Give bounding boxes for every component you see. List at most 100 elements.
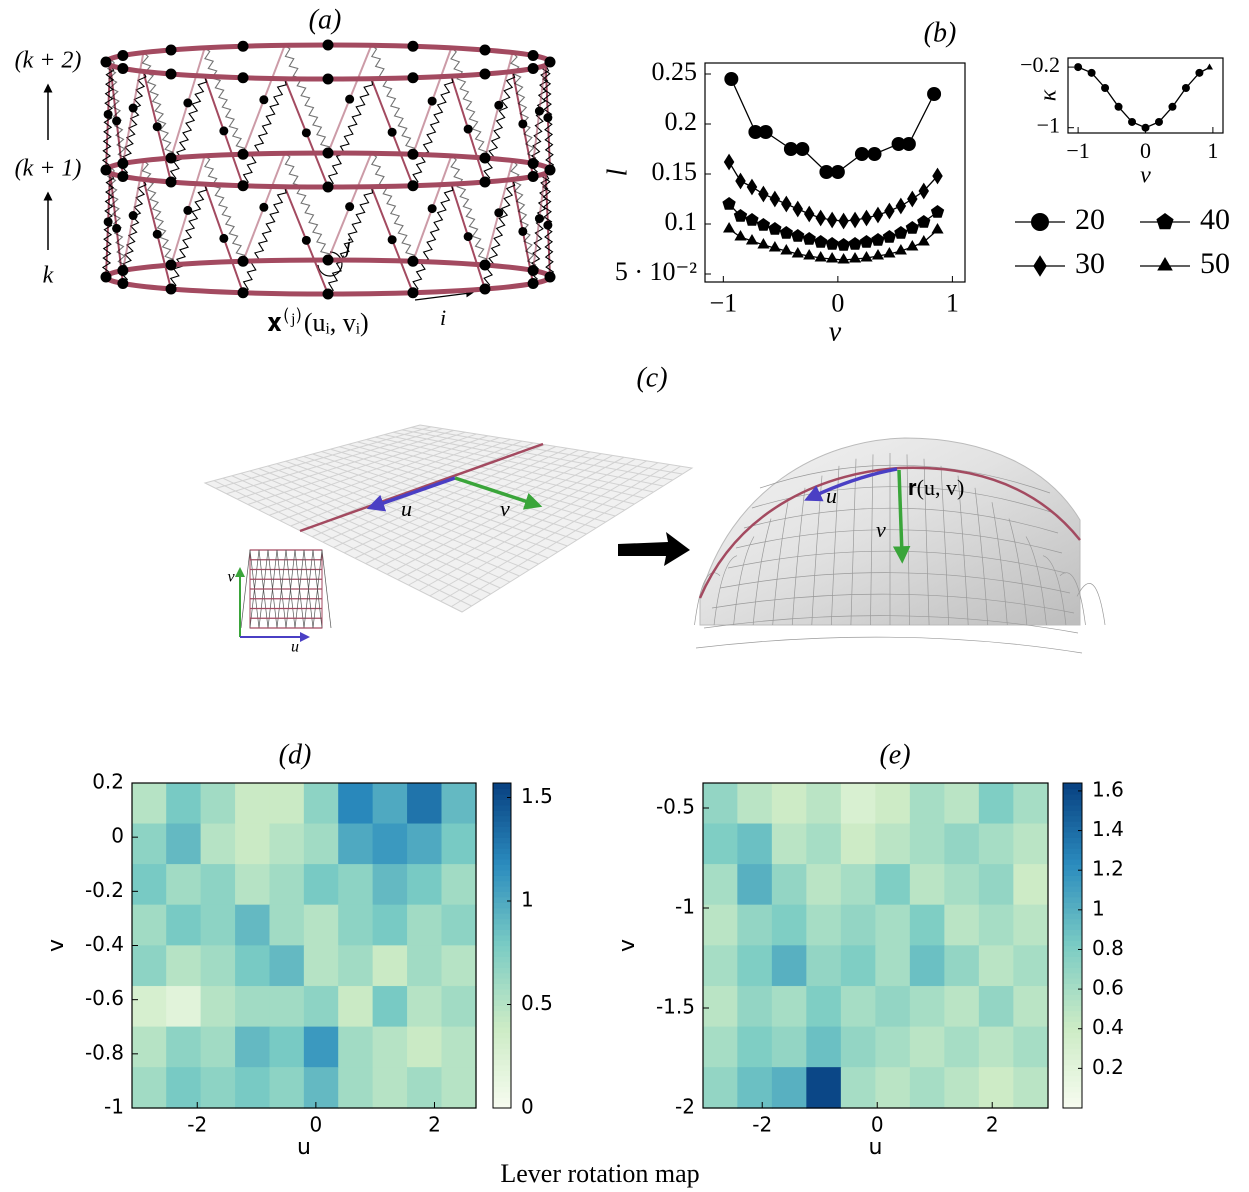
spring: [412, 183, 454, 294]
heat-cell: [269, 864, 305, 906]
node: [534, 106, 544, 116]
heat-cell: [944, 904, 980, 947]
colorbar-strip: [492, 1032, 512, 1039]
heat-cell: [806, 823, 842, 865]
heat-cell: [338, 823, 374, 865]
heat-cell: [200, 1026, 236, 1069]
spring: [541, 58, 555, 171]
grid-line: [711, 593, 1075, 614]
chart-title: (e): [879, 739, 910, 770]
surface-v-label: v: [876, 517, 886, 542]
heat-cell: [269, 782, 305, 825]
heat-cell: [840, 1067, 877, 1109]
heat-cell: [944, 985, 980, 1028]
node: [527, 264, 539, 276]
caption: Lever rotation map: [500, 1159, 699, 1188]
heat-cell: [875, 945, 911, 987]
colorbar-tick-label: 1.6: [1092, 777, 1124, 801]
colorbar-strip: [492, 1053, 512, 1060]
grid-line: [703, 615, 1079, 634]
heat-cell: [875, 904, 911, 947]
y-tick-label: 0.15: [652, 157, 698, 186]
heat-cell: [771, 782, 808, 825]
heat-cell: [303, 904, 340, 947]
heat-cell: [200, 904, 236, 947]
lattice-diag: [294, 549, 305, 629]
heat-cell: [303, 1067, 340, 1109]
grid-line: [410, 426, 683, 475]
spring: [327, 186, 374, 295]
marker: [917, 215, 931, 228]
marker: [1031, 213, 1049, 231]
colorbar-strip: [1062, 804, 1083, 811]
y-tick-label: -2: [675, 1095, 695, 1119]
colorbar-strip: [492, 1026, 512, 1033]
x-axis-label: u: [869, 1135, 883, 1160]
heat-cell: [875, 864, 911, 906]
marker: [883, 247, 896, 258]
node: [407, 180, 419, 192]
heat-cell: [166, 782, 202, 825]
colorbar-strip: [1062, 1037, 1083, 1044]
node: [479, 283, 491, 295]
y-tick-label: -1: [675, 895, 695, 919]
marker: [780, 244, 793, 255]
heat-cell: [407, 823, 443, 865]
y-tick-label: -1.5: [656, 995, 695, 1019]
marker: [1128, 117, 1137, 126]
heat-cell: [200, 1067, 236, 1109]
x-axis-label: v: [829, 316, 842, 347]
colorbar-strip: [1062, 1080, 1083, 1087]
lattice-v-label: v: [227, 569, 235, 586]
marker: [735, 172, 746, 190]
y-tick-label: -0.2: [85, 878, 124, 902]
marker: [815, 209, 826, 227]
node: [112, 116, 122, 126]
heat-cell: [200, 945, 236, 987]
grid-line: [1076, 583, 1106, 626]
marker: [803, 205, 815, 223]
node: [544, 271, 556, 283]
heat-cell: [737, 782, 773, 825]
node: [543, 220, 553, 230]
marker: [1141, 123, 1150, 132]
marker: [930, 205, 945, 218]
colorbar-strip: [492, 896, 512, 903]
heat-cell: [441, 782, 477, 825]
node: [479, 68, 491, 80]
lattice-diag: [276, 549, 287, 629]
heat-cell: [978, 864, 1015, 906]
colorbar-strip: [1062, 864, 1083, 871]
colorbar-strip: [1062, 999, 1083, 1006]
spring: [483, 71, 516, 183]
spring: [169, 75, 208, 183]
heat-cell: [909, 945, 946, 987]
heat-cell: [771, 1067, 808, 1109]
spring: [284, 152, 330, 261]
heat-cell: [909, 823, 946, 865]
panel-c: (c) u v v u u v 𝐫(u, v): [203, 362, 1106, 656]
x-tick-label: 2: [428, 1113, 441, 1137]
grid-line: [1025, 536, 1047, 626]
heat-cell: [372, 823, 408, 865]
heat-cell: [702, 823, 739, 865]
heat-cell: [806, 782, 842, 825]
colorbar-strip: [1062, 902, 1083, 909]
colorbar-strip: [492, 918, 512, 925]
colorbar-strip: [1062, 977, 1083, 985]
heat-cell: [407, 782, 443, 825]
heat-cell: [131, 782, 168, 825]
colorbar-tick-label: 1.2: [1092, 857, 1124, 881]
node: [322, 147, 334, 159]
colorbar-strip: [492, 1059, 512, 1066]
colorbar-tick-label: 1.5: [521, 784, 553, 808]
heat-cell: [200, 864, 236, 906]
x-tick-label: 0: [831, 288, 844, 317]
node: [237, 72, 249, 84]
heat-cell: [407, 1067, 443, 1109]
heat-cell: [131, 1026, 168, 1069]
plane: [203, 424, 694, 613]
node: [463, 232, 473, 242]
node: [494, 208, 504, 218]
colorbar-strip: [492, 1015, 512, 1022]
